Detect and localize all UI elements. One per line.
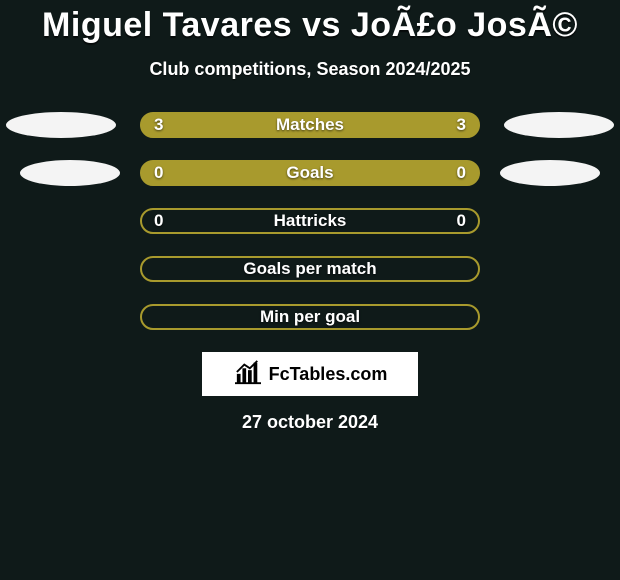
stat-bar: 0 Hattricks 0 xyxy=(140,208,480,234)
stat-label: Matches xyxy=(142,115,478,135)
stat-row-goals: 0 Goals 0 xyxy=(0,160,620,186)
stat-label: Min per goal xyxy=(142,307,478,327)
snapshot-date: 27 october 2024 xyxy=(0,412,620,433)
page-title: Miguel Tavares vs JoÃ£o JosÃ© xyxy=(0,0,620,45)
stat-row-min-per-goal: Min per goal xyxy=(0,304,620,330)
stat-row-matches: 3 Matches 3 xyxy=(0,112,620,138)
brand-text: FcTables.com xyxy=(269,364,388,385)
stat-bar: 0 Goals 0 xyxy=(140,160,480,186)
player-right-tag xyxy=(500,160,600,186)
player-left-tag xyxy=(20,160,120,186)
stat-bar: Min per goal xyxy=(140,304,480,330)
player-left-tag xyxy=(6,112,116,138)
player-right-tag xyxy=(504,112,614,138)
stat-label: Goals per match xyxy=(142,259,478,279)
stat-label: Goals xyxy=(142,163,478,183)
brand-logo[interactable]: FcTables.com xyxy=(202,352,418,396)
comparison-card: Miguel Tavares vs JoÃ£o JosÃ© Club compe… xyxy=(0,0,620,580)
stat-left-value: 3 xyxy=(154,115,163,135)
stat-rows: 3 Matches 3 0 Goals 0 0 Hattricks 0 xyxy=(0,112,620,330)
stat-row-goals-per-match: Goals per match xyxy=(0,256,620,282)
stat-right-value: 0 xyxy=(457,211,466,231)
stat-left-value: 0 xyxy=(154,163,163,183)
stat-right-value: 0 xyxy=(457,163,466,183)
stat-bar: Goals per match xyxy=(140,256,480,282)
stat-bar: 3 Matches 3 xyxy=(140,112,480,138)
page-subtitle: Club competitions, Season 2024/2025 xyxy=(0,59,620,80)
bar-chart-icon xyxy=(233,359,263,390)
stat-row-hattricks: 0 Hattricks 0 xyxy=(0,208,620,234)
stat-label: Hattricks xyxy=(142,211,478,231)
stat-right-value: 3 xyxy=(457,115,466,135)
stat-left-value: 0 xyxy=(154,211,163,231)
